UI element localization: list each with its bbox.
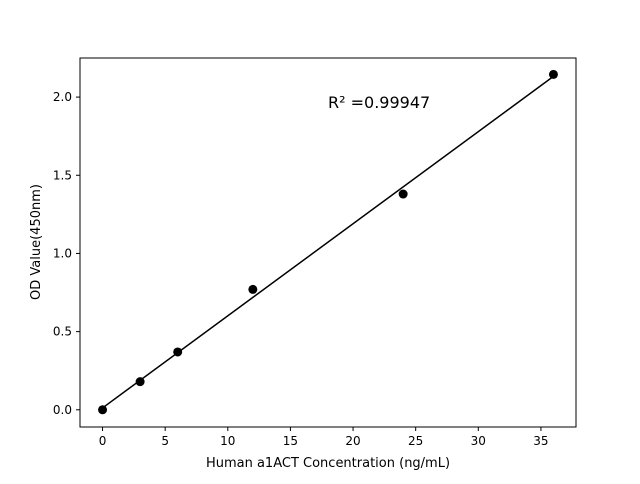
y-tick-label: 2.0	[53, 90, 72, 104]
x-tick-label: 35	[533, 434, 548, 448]
x-tick-label: 15	[283, 434, 298, 448]
x-tick-label: 5	[161, 434, 169, 448]
x-tick-label: 10	[220, 434, 235, 448]
y-tick-label: 1.0	[53, 246, 72, 260]
r-squared-annotation: R² =0.99947	[328, 93, 430, 112]
x-tick-label: 25	[408, 434, 423, 448]
fit-line	[102, 75, 554, 409]
y-tick-label: 0.5	[53, 325, 72, 339]
data-point	[98, 405, 108, 415]
data-point	[398, 189, 408, 199]
plot-frame	[79, 57, 577, 428]
data-point	[173, 347, 183, 357]
data-point	[548, 69, 558, 79]
data-point	[248, 284, 258, 294]
x-tick-label: 20	[345, 434, 360, 448]
x-tick-label: 0	[99, 434, 107, 448]
y-tick-label: 1.5	[53, 168, 72, 182]
y-tick-label: 0.0	[53, 403, 72, 417]
x-axis-label: Human a1ACT Concentration (ng/mL)	[206, 456, 450, 471]
data-point	[135, 377, 145, 387]
y-axis-label: OD Value(450nm)	[29, 184, 44, 300]
x-tick-label: 30	[471, 434, 486, 448]
